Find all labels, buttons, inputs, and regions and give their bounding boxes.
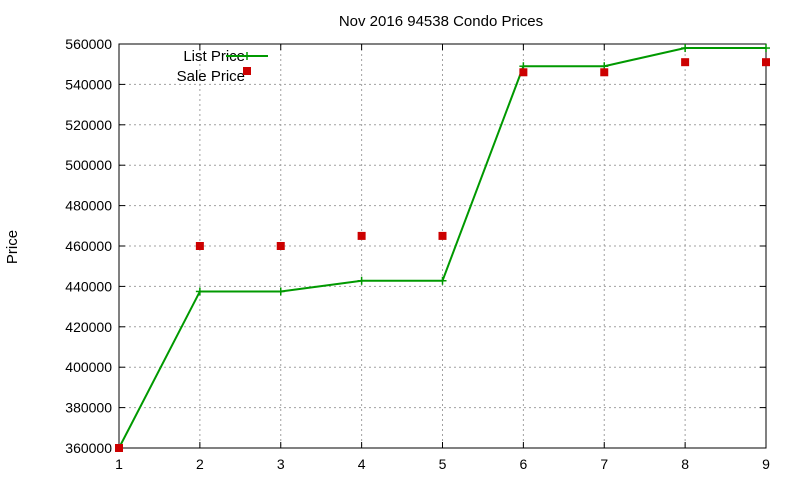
ticks: 360000 380000 400000 420000 440000 460000 4800…	[65, 36, 770, 472]
y-tick-label: 520000	[65, 117, 112, 133]
y-tick-label: 460000	[65, 238, 112, 254]
sale-price-point	[276, 242, 285, 250]
y-tick-label: 380000	[65, 400, 112, 416]
x-tick-label: 4	[358, 456, 366, 472]
list-price-line	[118, 47, 766, 449]
plot-frame	[118, 43, 767, 449]
y-axis-label: Price	[4, 230, 21, 264]
sale-price-point	[195, 242, 204, 250]
sale-price-point	[115, 444, 123, 452]
x-tick-label: 5	[439, 456, 447, 472]
y-tick-label: 500000	[65, 157, 112, 173]
legend-label-list-price: List Price	[183, 48, 245, 65]
y-tick-label: 480000	[65, 198, 112, 214]
y-tick-label: 420000	[65, 319, 112, 335]
sale-price-point	[357, 231, 366, 240]
x-tick-label: 1	[115, 456, 123, 472]
sale-price-point	[519, 68, 528, 77]
legend-label-sale-price: Sale Price	[177, 68, 245, 85]
sale-price-point	[438, 231, 447, 240]
sale-price-point	[762, 58, 770, 67]
list-price-point	[681, 44, 690, 53]
x-tick-label: 2	[196, 456, 204, 472]
list-price-point	[276, 287, 285, 296]
y-tick-label: 400000	[65, 359, 112, 375]
chart-title: Nov 2016 94538 Condo Prices	[339, 13, 543, 30]
legend: List Price Sale Price	[177, 48, 268, 85]
x-tick-label: 7	[600, 456, 608, 472]
sale-price-point	[681, 58, 690, 67]
series	[115, 44, 770, 452]
list-price-point	[195, 287, 204, 296]
x-tick-label: 9	[762, 456, 770, 472]
x-tick-label: 3	[277, 456, 285, 472]
x-tick-label: 6	[519, 456, 527, 472]
legend-marker-sale-price	[243, 67, 251, 75]
sale-price-point	[600, 68, 609, 77]
list-price-point	[762, 44, 770, 53]
y-tick-label: 440000	[65, 278, 112, 294]
legend-marker-list-price	[243, 52, 251, 60]
list-price-point	[357, 276, 366, 285]
grid	[119, 44, 766, 448]
list-price-point	[438, 276, 447, 285]
y-tick-label: 540000	[65, 76, 112, 92]
x-tick-label: 8	[681, 456, 689, 472]
y-tick-label: 560000	[65, 36, 112, 52]
y-tick-label: 360000	[65, 440, 112, 456]
